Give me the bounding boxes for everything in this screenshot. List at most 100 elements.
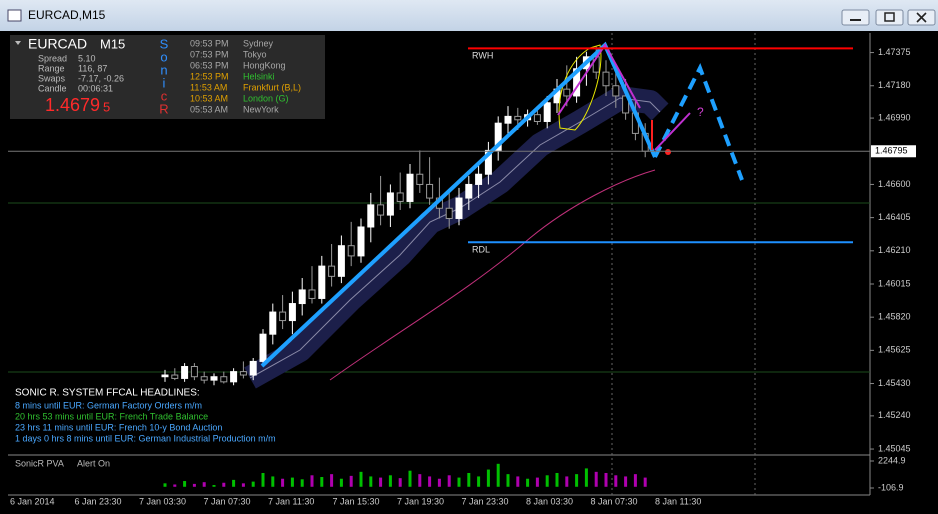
volume-bar: [506, 474, 510, 487]
candle-body: [367, 204, 375, 228]
volume-bar: [173, 484, 177, 487]
volume-bar: [339, 478, 343, 487]
candle-body: [308, 289, 316, 299]
restore-icon: [884, 12, 895, 22]
volume-bar: [467, 472, 471, 487]
volume-bar: [222, 482, 226, 487]
candle-body: [406, 173, 414, 202]
stat-value: -7.17, -0.26: [78, 73, 124, 83]
close-icon: [916, 12, 927, 23]
volume-bar: [496, 463, 500, 487]
candle-body: [475, 173, 483, 185]
candle-body: [318, 265, 326, 299]
volume-bar: [349, 475, 353, 487]
window-title: EURCAD,M15: [28, 8, 106, 22]
volume-bar: [281, 478, 285, 487]
clock-city: London (G): [243, 93, 289, 103]
volume-bar: [555, 472, 559, 487]
clock-time: 12:53 PM: [190, 71, 229, 81]
bid-label: 1.46795: [875, 146, 908, 156]
volume-bar: [212, 485, 216, 487]
sonic-letter: i: [163, 75, 166, 90]
y-tick-label: 1.45820: [878, 312, 911, 322]
sonic-letter: c: [161, 88, 168, 103]
y-tick-label: 1.46405: [878, 212, 911, 222]
candle-body: [200, 376, 208, 381]
volume-bar: [359, 471, 363, 487]
stat-label: Candle: [38, 83, 67, 93]
y-tick-label: 1.47180: [878, 80, 911, 90]
candle-body: [230, 371, 238, 383]
clock-time: 09:53 PM: [190, 38, 229, 48]
bid-box: [871, 145, 916, 158]
stat-label: Swaps: [38, 73, 66, 83]
volume-bar: [183, 481, 187, 487]
y-tick-label: -106.9: [878, 482, 904, 492]
title-bar: [0, 0, 938, 31]
minimize-button[interactable]: [841, 9, 870, 26]
y-tick-label: 1.45430: [878, 378, 911, 388]
volume-bar: [369, 476, 373, 487]
volume-bar: [447, 475, 451, 487]
clock-city: Sydney: [243, 38, 274, 48]
candle-body: [190, 366, 198, 378]
candle-body: [210, 376, 218, 381]
x-tick-label: 7 Jan 19:30: [397, 496, 444, 506]
candle-body: [239, 371, 247, 376]
window-icon: [7, 9, 22, 22]
candle-body: [416, 173, 424, 185]
volume-bar: [408, 470, 412, 487]
level-label: RDL: [472, 245, 490, 255]
volume-bar: [271, 476, 275, 487]
volume-bar: [388, 475, 392, 487]
volume-bar: [526, 478, 530, 487]
candle-body: [181, 366, 189, 379]
candle-body: [426, 183, 434, 199]
volume-bar: [428, 476, 432, 487]
candle-body: [455, 197, 463, 219]
clock-time: 10:53 AM: [190, 93, 228, 103]
sonic-letter: R: [159, 101, 168, 116]
volume-bar: [330, 474, 334, 487]
sonic-letter: S: [160, 36, 169, 51]
y-tick-label: 2244.9: [878, 455, 906, 465]
candle-body: [347, 245, 355, 257]
volume-bar: [192, 483, 196, 487]
y-tick-label: 1.45240: [878, 410, 911, 420]
candle-body: [337, 245, 345, 277]
highlight-outline: [558, 44, 602, 131]
level-label: RWH: [472, 51, 493, 61]
y-tick-label: 1.46990: [878, 112, 911, 122]
candle-body: [279, 311, 287, 322]
marker-dot: [665, 149, 671, 155]
candle-body: [504, 115, 512, 124]
headline: 23 hrs 11 mins until EUR: French 10-y Bo…: [15, 422, 222, 432]
headline: 20 hrs 53 mins until EUR: French Trade B…: [15, 411, 208, 421]
x-tick-label: 7 Jan 11:30: [268, 496, 314, 506]
sonic-letter: n: [160, 62, 167, 77]
volume-bar: [418, 474, 422, 487]
y-tick-label: 1.46015: [878, 278, 911, 288]
volume-bar: [565, 476, 569, 487]
restore-button[interactable]: [875, 9, 904, 26]
annotation: ?: [697, 105, 704, 119]
clock-time: 11:53 AM: [190, 82, 227, 92]
volume-bar: [398, 478, 402, 487]
panel-arrow: [15, 41, 21, 45]
clock-time: 06:53 PM: [190, 60, 229, 70]
candle-body: [465, 183, 473, 199]
volume-bar: [251, 481, 255, 487]
y-tick-label: 1.45045: [878, 443, 911, 453]
volume-bar: [643, 477, 647, 487]
x-tick-label: 8 Jan 11:30: [655, 496, 701, 506]
info-panel: [10, 35, 325, 119]
headline: 8 mins until EUR: German Factory Orders …: [15, 400, 202, 410]
candle-body: [269, 311, 277, 335]
x-tick-label: 7 Jan 15:30: [333, 496, 380, 506]
candle-body: [543, 102, 551, 122]
volume-bar: [535, 477, 539, 487]
clock-city: NewYork: [243, 104, 279, 114]
stat-label: Range: [38, 63, 65, 73]
volume-bar: [545, 475, 549, 487]
